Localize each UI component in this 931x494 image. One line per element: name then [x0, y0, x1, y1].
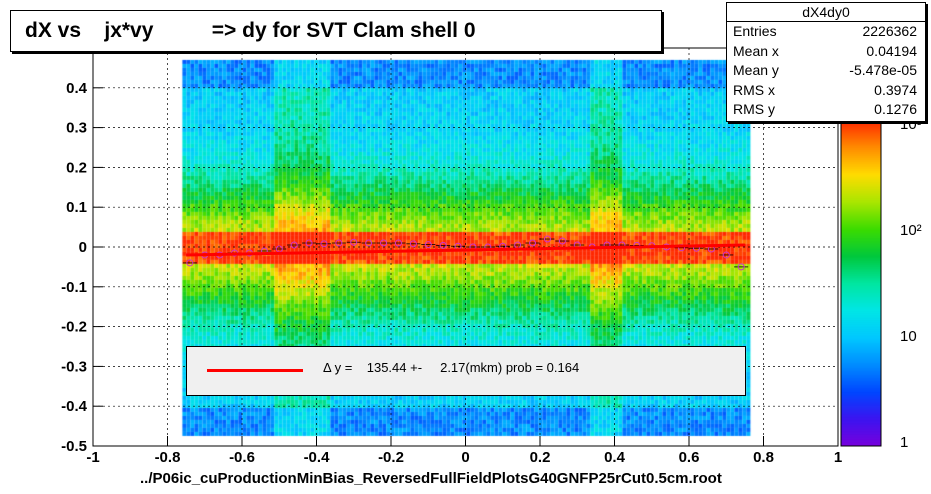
stats-row: RMS y 0.1276 [727, 100, 925, 120]
x-tick-label: 0.2 [530, 449, 551, 466]
x-tick-label: 0.4 [604, 449, 626, 466]
x-tick-label: -0.4 [304, 449, 331, 466]
colorbar-frame [840, 119, 882, 447]
stats-value: -5.478e-05 [849, 62, 917, 78]
profile-point [186, 259, 194, 267]
profile-point [335, 239, 343, 247]
colorbar-label: 10² [900, 222, 922, 239]
x-tick-label: -0.8 [155, 449, 181, 466]
profile-point [558, 237, 566, 245]
y-tick-label: -0.1 [61, 279, 87, 296]
profile-point [737, 263, 745, 271]
stats-value: 2226362 [862, 23, 917, 39]
legend-text: Δ y = 135.44 +- 2.17(mkm) prob = 0.164 [323, 360, 580, 375]
stats-key: Entries [733, 23, 777, 39]
profile-point [365, 239, 373, 247]
stats-row: Entries 2226362 [727, 22, 925, 42]
x-tick-label: -0.6 [229, 449, 255, 466]
y-tick-label: 0.4 [66, 80, 88, 97]
stats-value: 0.1276 [874, 101, 917, 117]
profile-point [424, 241, 432, 249]
x-tick-label: -0.2 [378, 449, 404, 466]
colorbar-label: 10 [900, 328, 917, 345]
y-tick-label: 0.3 [66, 120, 87, 137]
x-tick-label: -1 [86, 449, 99, 466]
profile-point [722, 251, 730, 259]
y-tick-label: -0.3 [61, 358, 87, 375]
profile-point [394, 239, 402, 247]
profile-point [543, 235, 551, 243]
stats-key: Mean y [733, 62, 779, 78]
y-tick-label: 0.2 [66, 159, 87, 176]
x-tick-label: 0.6 [679, 449, 700, 466]
legend-line [207, 369, 303, 372]
profile-point [350, 238, 358, 246]
y-tick-label: 0.1 [66, 199, 87, 216]
profile-point [439, 241, 447, 249]
profile-point [320, 240, 328, 248]
x-tick-label: 0.8 [753, 449, 774, 466]
profile-point [380, 239, 388, 247]
x-tick-label: 1 [834, 449, 842, 466]
stats-value: 0.3974 [874, 81, 917, 98]
stats-row: Mean y -5.478e-05 [727, 61, 925, 81]
profile-point [290, 241, 298, 249]
stats-row: RMS x 0.3974 [727, 81, 925, 101]
title-box: dX vs jx*vy => dy for SVT Clam shell 0 [10, 10, 662, 52]
y-tick-label: -0.5 [61, 438, 87, 455]
stats-name: dX4dy0 [727, 3, 925, 22]
fit-line [186, 243, 745, 257]
profile-point [529, 239, 537, 247]
stats-box: dX4dy0 Entries 2226362 Mean x 0.04194 Mean… [726, 2, 926, 122]
profile-point [409, 240, 417, 248]
y-tick-label: 0 [79, 239, 87, 256]
stats-row: Mean x 0.04194 [727, 42, 925, 62]
stats-key: RMS y [733, 101, 775, 117]
page-title: dX vs jx*vy => dy for SVT Clam shell 0 [25, 19, 476, 42]
stats-value: 0.04194 [866, 42, 917, 59]
x-tick-label: 0 [461, 449, 469, 466]
stats-key: Mean x [733, 42, 779, 59]
y-tick-label: -0.4 [61, 398, 88, 415]
y-tick-label: -0.2 [61, 319, 87, 336]
profile-point [305, 239, 313, 247]
colorbar-label: 1 [900, 434, 908, 451]
footer-filename: ../P06ic_cuProductionMinBias_ReversedFul… [140, 470, 722, 487]
fit-legend: Δ y = 135.44 +- 2.17(mkm) prob = 0.164 [186, 346, 746, 396]
stats-key: RMS x [733, 81, 775, 98]
